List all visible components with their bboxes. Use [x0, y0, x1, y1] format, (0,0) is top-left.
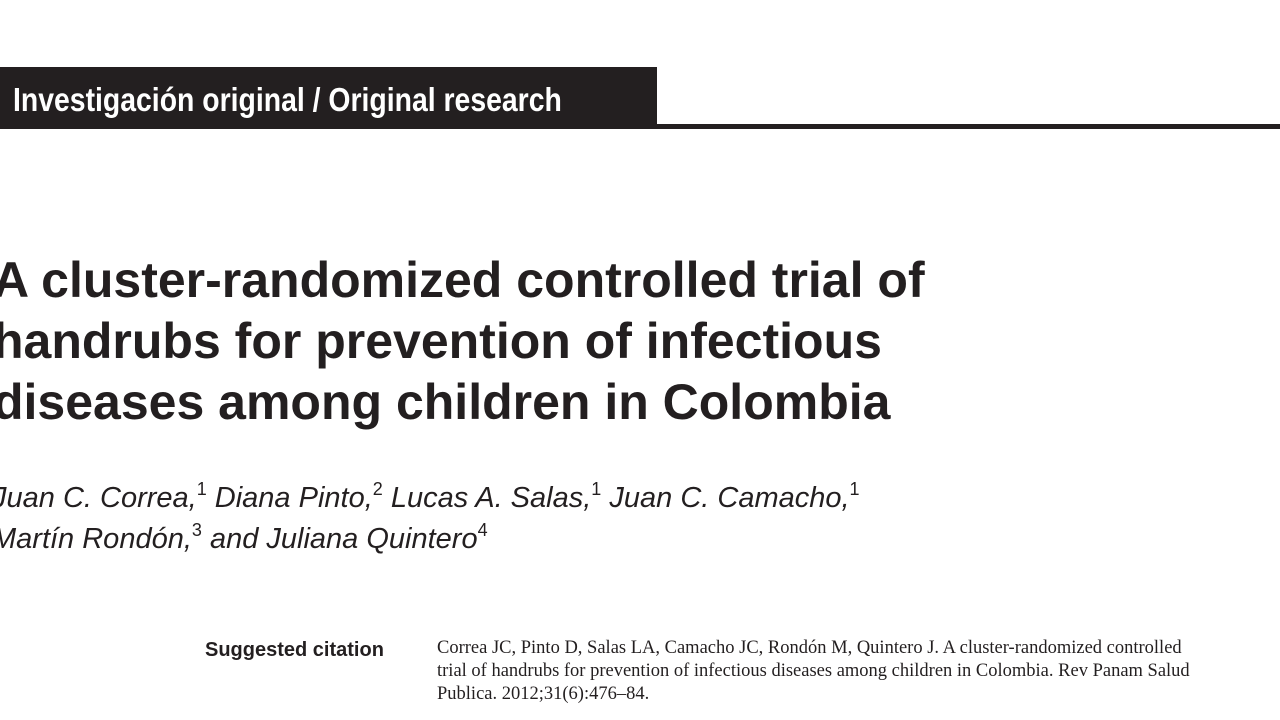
author-affiliation: 1	[196, 479, 207, 499]
article-title-line: A cluster-randomized controlled trial of	[0, 252, 925, 308]
author-name: Martín Rondón,	[0, 523, 192, 555]
article-title: A cluster-randomized controlled trial of…	[0, 250, 925, 433]
article-title-line: handrubs for prevention of infectious	[0, 313, 882, 369]
article-title-line: diseases among children in Colombia	[0, 374, 891, 430]
citation-line: trial of handrubs for prevention of infe…	[437, 661, 1190, 681]
section-divider-rule	[0, 124, 1280, 129]
author-affiliation: 1	[849, 479, 860, 499]
citation-text: Correa JC, Pinto D, Salas LA, Camacho JC…	[437, 637, 1190, 706]
citation-line: Correa JC, Pinto D, Salas LA, Camacho JC…	[437, 638, 1182, 658]
author-affiliation: 1	[591, 479, 602, 499]
author-name: Juan C. Camacho,	[609, 482, 850, 514]
author-line: Juan C. Correa,1 Diana Pinto,2 Lucas A. …	[0, 478, 860, 519]
author-affiliation: 3	[191, 520, 202, 540]
section-header-bar	[0, 67, 657, 129]
author-list: Juan C. Correa,1 Diana Pinto,2 Lucas A. …	[0, 478, 860, 560]
author-affiliation: 2	[372, 479, 383, 499]
author-name: Diana Pinto,	[214, 482, 373, 514]
author-name: and Juliana Quintero	[209, 523, 478, 555]
author-line: Martín Rondón,3 and Juliana Quintero4	[0, 519, 860, 560]
citation-label: Suggested citation	[205, 639, 384, 661]
author-name: Juan C. Correa,	[0, 482, 197, 514]
section-label: Investigación original / Original resear…	[13, 81, 562, 118]
author-affiliation: 4	[477, 520, 488, 540]
author-name: Lucas A. Salas,	[390, 482, 592, 514]
citation-line: Publica. 2012;31(6):476–84.	[437, 684, 650, 704]
